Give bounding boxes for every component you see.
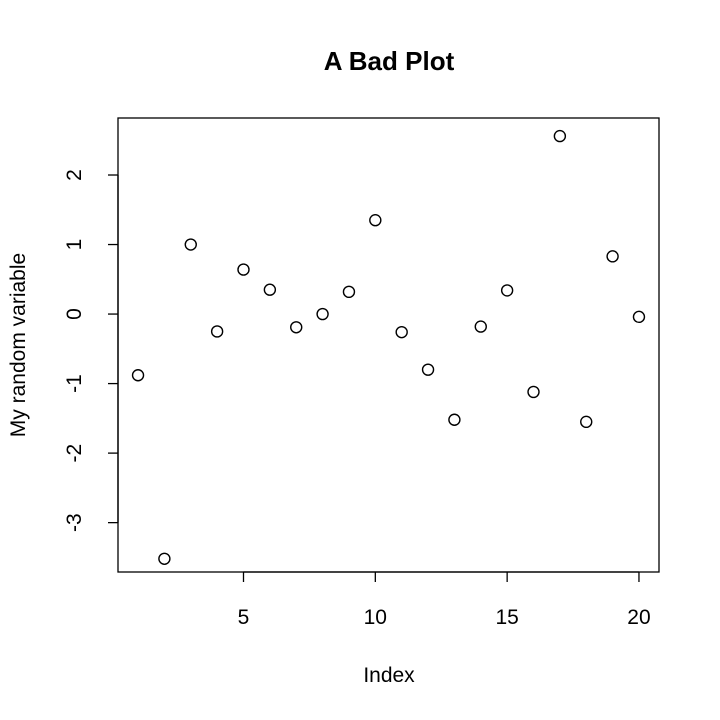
data-point bbox=[553, 129, 567, 143]
data-point bbox=[342, 285, 356, 299]
data-point bbox=[290, 321, 303, 334]
data-point bbox=[316, 307, 329, 321]
data-point bbox=[369, 214, 382, 227]
y-tick-label: -1 bbox=[63, 374, 86, 393]
plot-frame bbox=[117, 117, 660, 573]
data-point bbox=[184, 238, 197, 251]
x-tick-label: 5 bbox=[238, 606, 250, 629]
x-tick-label: 20 bbox=[627, 606, 650, 629]
data-point bbox=[606, 250, 619, 263]
data-point bbox=[237, 263, 250, 276]
y-axis: -3 -2 -1 0 1 2 bbox=[63, 169, 119, 532]
y-axis-label: My random variable bbox=[7, 253, 30, 437]
data-point bbox=[527, 385, 540, 399]
x-axis: 5 10 15 20 bbox=[238, 571, 651, 629]
data-point bbox=[632, 310, 646, 324]
data-point bbox=[474, 320, 487, 333]
data-point bbox=[421, 363, 435, 376]
x-tick-label: 10 bbox=[364, 606, 387, 629]
y-tick-label: 2 bbox=[63, 169, 86, 181]
y-tick-label: -2 bbox=[63, 444, 86, 463]
data-point bbox=[500, 284, 514, 297]
chart-title: A Bad Plot bbox=[324, 46, 455, 76]
data-points bbox=[131, 129, 646, 565]
data-point bbox=[158, 552, 171, 565]
data-point bbox=[210, 325, 224, 338]
y-tick-label: 1 bbox=[63, 239, 86, 251]
data-point bbox=[395, 325, 408, 339]
y-tick-label: 0 bbox=[63, 308, 86, 320]
data-point bbox=[263, 283, 277, 296]
y-tick-label: -3 bbox=[63, 513, 86, 532]
x-tick-label: 15 bbox=[495, 606, 518, 629]
data-point bbox=[131, 369, 145, 382]
data-point bbox=[580, 415, 593, 429]
data-point bbox=[448, 413, 461, 426]
x-axis-label: Index bbox=[363, 664, 415, 687]
